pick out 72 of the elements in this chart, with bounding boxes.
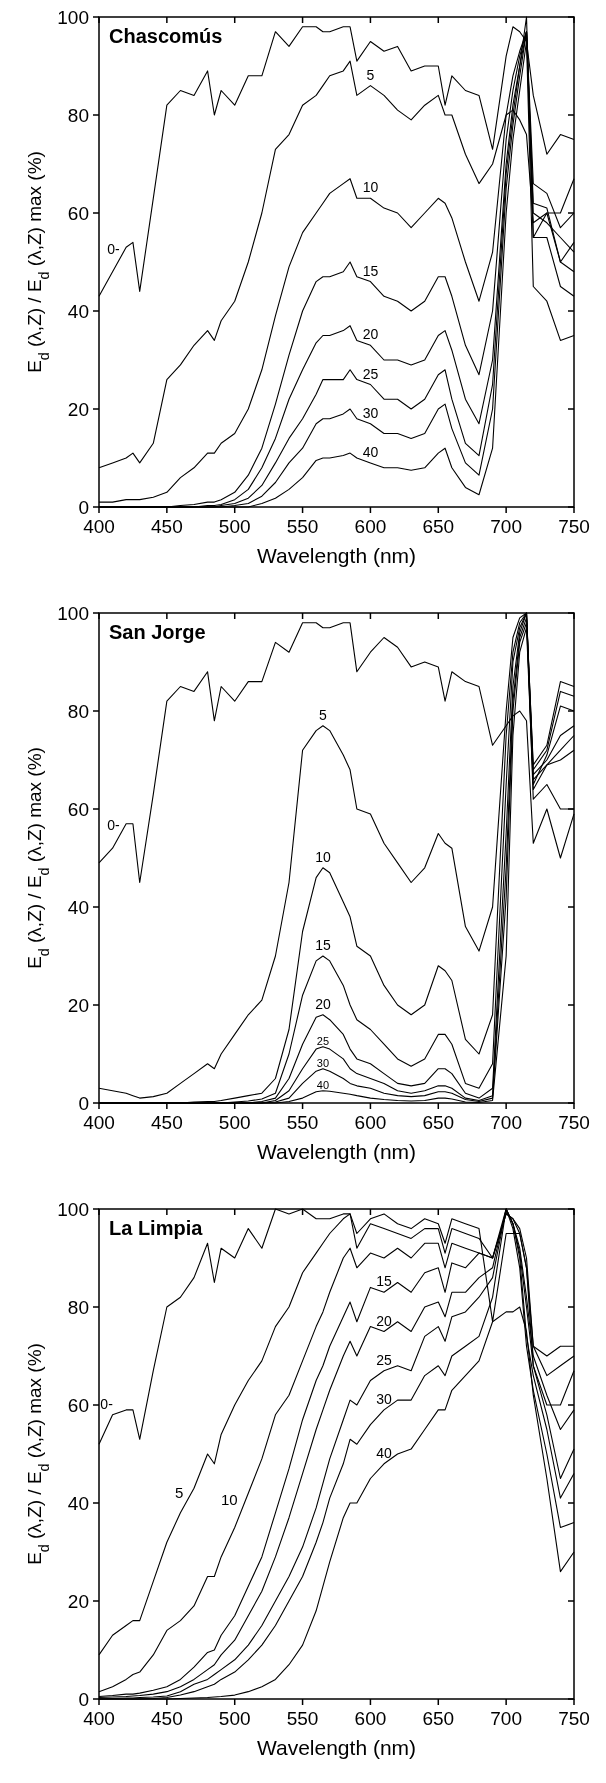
series-label: 40 bbox=[316, 1078, 330, 1091]
series-label: 25 bbox=[362, 365, 379, 382]
series-label: 15 bbox=[376, 1273, 392, 1290]
series-label: 20 bbox=[315, 995, 331, 1012]
y-tick-label: 0 bbox=[78, 497, 89, 518]
x-tick-label: 400 bbox=[83, 516, 115, 537]
x-tick-label: 650 bbox=[422, 1708, 455, 1729]
y-tick-label: 80 bbox=[67, 1297, 89, 1318]
x-tick-label: 600 bbox=[354, 516, 387, 537]
x-tick-label: 750 bbox=[558, 1112, 590, 1133]
x-tick-label: 550 bbox=[286, 1112, 319, 1133]
y-tick-label: 80 bbox=[67, 105, 89, 126]
series-label: 10 bbox=[362, 179, 379, 196]
y-tick-label: 80 bbox=[67, 701, 89, 722]
series-label: 20 bbox=[362, 326, 379, 343]
x-tick-label: 600 bbox=[354, 1112, 387, 1133]
y-tick-label: 100 bbox=[57, 1199, 89, 1220]
series-label: 20 bbox=[376, 1312, 392, 1329]
x-tick-label: 600 bbox=[354, 1708, 387, 1729]
x-tick-label: 700 bbox=[490, 1112, 522, 1133]
x-tick-label: 400 bbox=[83, 1708, 115, 1729]
series-label: 30 bbox=[376, 1390, 392, 1407]
series-label: 40 bbox=[376, 1444, 392, 1461]
y-tick-label: 0 bbox=[78, 1689, 89, 1710]
y-tick-label: 60 bbox=[67, 203, 89, 224]
y-tick-label: 100 bbox=[57, 7, 89, 28]
y-tick-label: 60 bbox=[67, 799, 89, 820]
x-tick-label: 700 bbox=[490, 516, 522, 537]
x-tick-label: 450 bbox=[151, 516, 183, 537]
x-tick-label: 750 bbox=[558, 516, 590, 537]
x-axis-title: Wavelength (nm) bbox=[256, 1140, 417, 1163]
x-tick-label: 650 bbox=[422, 1112, 455, 1133]
series-label: 15 bbox=[362, 262, 379, 279]
x-tick-label: 700 bbox=[490, 1708, 522, 1729]
series-label: 25 bbox=[316, 1034, 330, 1047]
series-label: 30 bbox=[362, 404, 379, 421]
series-label: 30 bbox=[316, 1056, 330, 1069]
series-label: 5 bbox=[366, 66, 375, 83]
x-tick-label: 450 bbox=[151, 1708, 183, 1729]
y-tick-label: 100 bbox=[57, 603, 89, 624]
y-tick-label: 20 bbox=[67, 1591, 89, 1612]
series-label: 40 bbox=[362, 443, 379, 460]
y-tick-label: 20 bbox=[67, 399, 89, 420]
series-label: 10 bbox=[220, 1491, 238, 1509]
series-label: 0- bbox=[100, 1395, 114, 1412]
y-tick-label: 20 bbox=[67, 995, 89, 1016]
x-tick-label: 550 bbox=[286, 1708, 319, 1729]
x-tick-label: 500 bbox=[218, 516, 251, 537]
series-label: 5 bbox=[319, 706, 328, 723]
chart-title: San Jorge bbox=[109, 621, 206, 643]
x-axis-title: Wavelength (nm) bbox=[256, 1736, 417, 1759]
x-tick-label: 450 bbox=[151, 1112, 183, 1133]
series-label: 0- bbox=[107, 240, 120, 257]
chart-title: Chascomús bbox=[109, 25, 223, 47]
x-tick-label: 500 bbox=[218, 1708, 251, 1729]
x-axis-title: Wavelength (nm) bbox=[256, 544, 417, 567]
x-tick-label: 400 bbox=[83, 1112, 115, 1133]
y-tick-label: 40 bbox=[67, 1493, 89, 1514]
series-label: 0- bbox=[107, 816, 120, 833]
y-tick-label: 40 bbox=[67, 897, 89, 918]
series-label: 15 bbox=[315, 937, 331, 953]
series-label: 25 bbox=[376, 1351, 392, 1368]
x-tick-label: 650 bbox=[422, 516, 455, 537]
x-tick-label: 500 bbox=[218, 1112, 251, 1133]
series-label: 10 bbox=[315, 848, 331, 865]
chart-title: La Limpia bbox=[109, 1217, 204, 1239]
x-tick-label: 550 bbox=[286, 516, 319, 537]
y-tick-label: 40 bbox=[67, 301, 89, 322]
series-label: 5 bbox=[174, 1484, 184, 1502]
y-tick-label: 0 bbox=[78, 1093, 89, 1114]
y-tick-label: 60 bbox=[67, 1395, 89, 1416]
x-tick-label: 750 bbox=[558, 1708, 590, 1729]
